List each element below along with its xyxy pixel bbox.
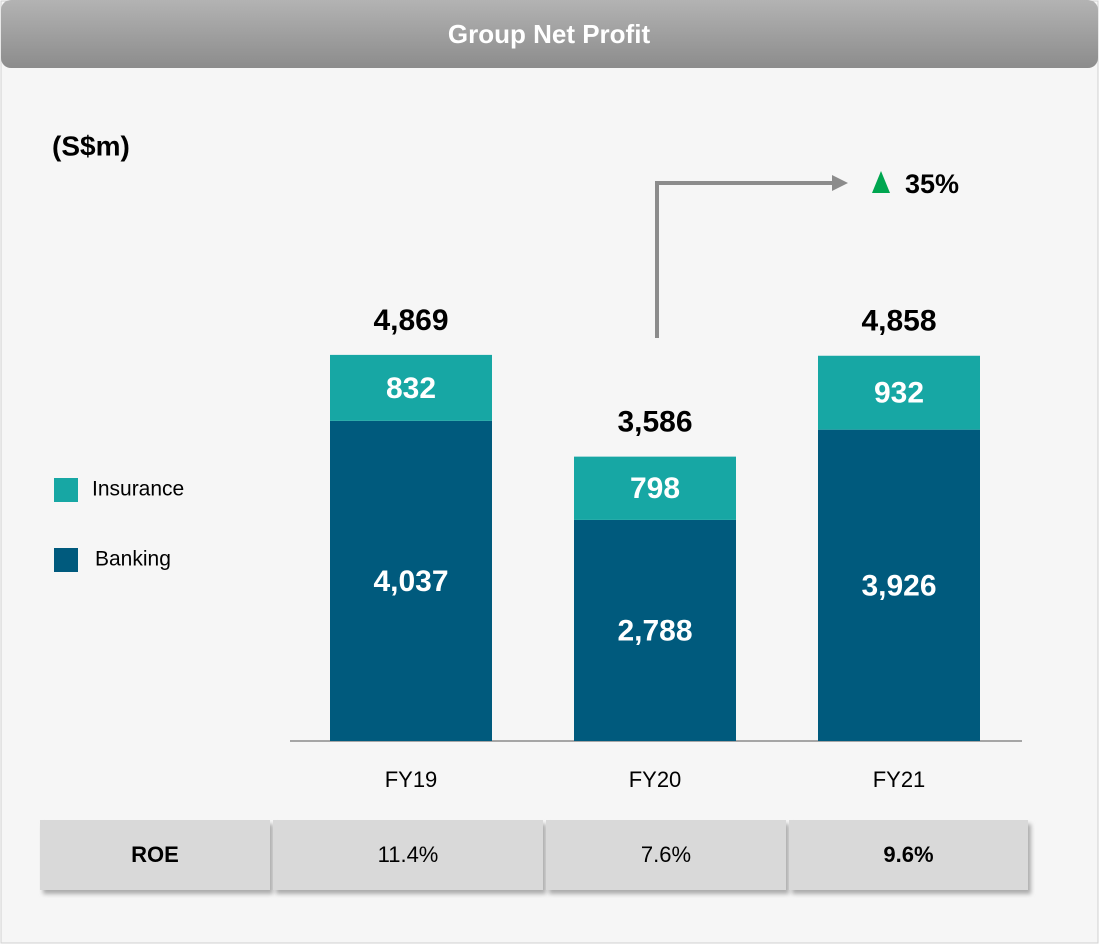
growth-arrow [655,181,835,338]
segment-label: 832 [386,372,436,405]
bar-segment [574,519,736,741]
title: Group Net Profit [448,19,651,49]
total-label: 4,869 [373,304,448,337]
growth-label: 35% [905,169,959,199]
roe-table: ROE 11.4% 7.6% 9.6% [40,820,1028,890]
bar-segment [574,456,736,520]
unit-label: (S$m) [52,130,130,161]
table-text: 11.4% [378,842,439,867]
header-bar [1,0,1098,68]
x-tick-label: FY20 [629,767,682,792]
total-label: 3,586 [617,406,692,439]
total-label: 4,858 [861,305,936,338]
table-text: 9.6% [883,842,933,867]
legend-label: Banking [95,548,171,571]
arrow-head [832,175,848,191]
bar-segment [818,429,980,741]
segment-label: 2,788 [617,614,692,647]
legend-swatch [54,478,78,502]
up-triangle [872,171,890,193]
segment-label: 798 [630,472,680,505]
segment-label: 932 [874,377,924,410]
table-cell [546,820,786,890]
table-text: ROE [131,842,179,867]
bar-segment [818,355,980,430]
bar-segment [330,420,492,741]
table-cell [40,820,270,890]
bar-segment [330,354,492,421]
table-cell [273,820,543,890]
table-text: 7.6% [641,842,691,867]
x-tick-label: FY21 [873,767,926,792]
table-cell [789,820,1028,890]
legend-label: Insurance [92,478,184,501]
segment-label: 3,926 [861,569,936,602]
segment-label: 4,037 [373,565,448,598]
x-tick-label: FY19 [385,767,438,792]
legend-swatch [54,548,78,572]
